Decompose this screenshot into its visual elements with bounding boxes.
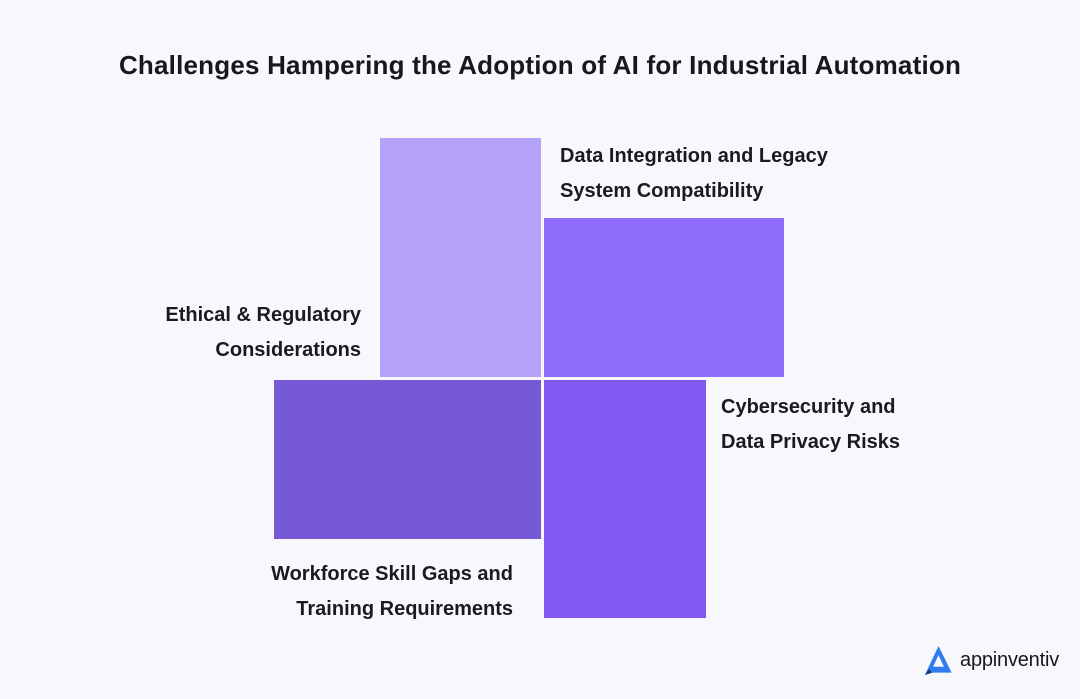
label-workforce-line1: Workforce Skill Gaps and [271, 563, 513, 585]
block-data-integration [544, 218, 784, 377]
appinventiv-icon-main-shape [924, 645, 952, 676]
label-data-integration: Data Integration and Legacy System Compa… [560, 139, 828, 209]
label-cybersecurity: Cybersecurity and Data Privacy Risks [721, 390, 900, 460]
block-cybersecurity [544, 380, 706, 618]
label-data-integration-line1: Data Integration and Legacy [560, 145, 828, 167]
label-ethical-regulatory: Ethical & Regulatory Considerations [165, 298, 361, 368]
appinventiv-icon-navy-tip [924, 669, 933, 676]
label-cybersecurity-line1: Cybersecurity and [721, 396, 896, 418]
label-workforce-line2: Training Requirements [296, 598, 513, 620]
brand-logo-text: appinventiv [960, 649, 1059, 671]
brand-logo: appinventiv [922, 643, 1059, 678]
label-cybersecurity-line2: Data Privacy Risks [721, 431, 901, 453]
label-data-integration-line2: System Compatibility [560, 180, 764, 202]
page-title: Challenges Hampering the Adoption of AI … [118, 50, 962, 80]
label-ethical-line2: Considerations [215, 339, 361, 361]
label-ethical-line1: Ethical & Regulatory [165, 304, 361, 326]
block-ethical-regulatory [380, 138, 541, 377]
appinventiv-triangle-icon [924, 645, 952, 676]
block-workforce-skill-gaps [274, 380, 541, 539]
label-workforce-skill-gaps: Workforce Skill Gaps and Training Requir… [271, 557, 513, 627]
